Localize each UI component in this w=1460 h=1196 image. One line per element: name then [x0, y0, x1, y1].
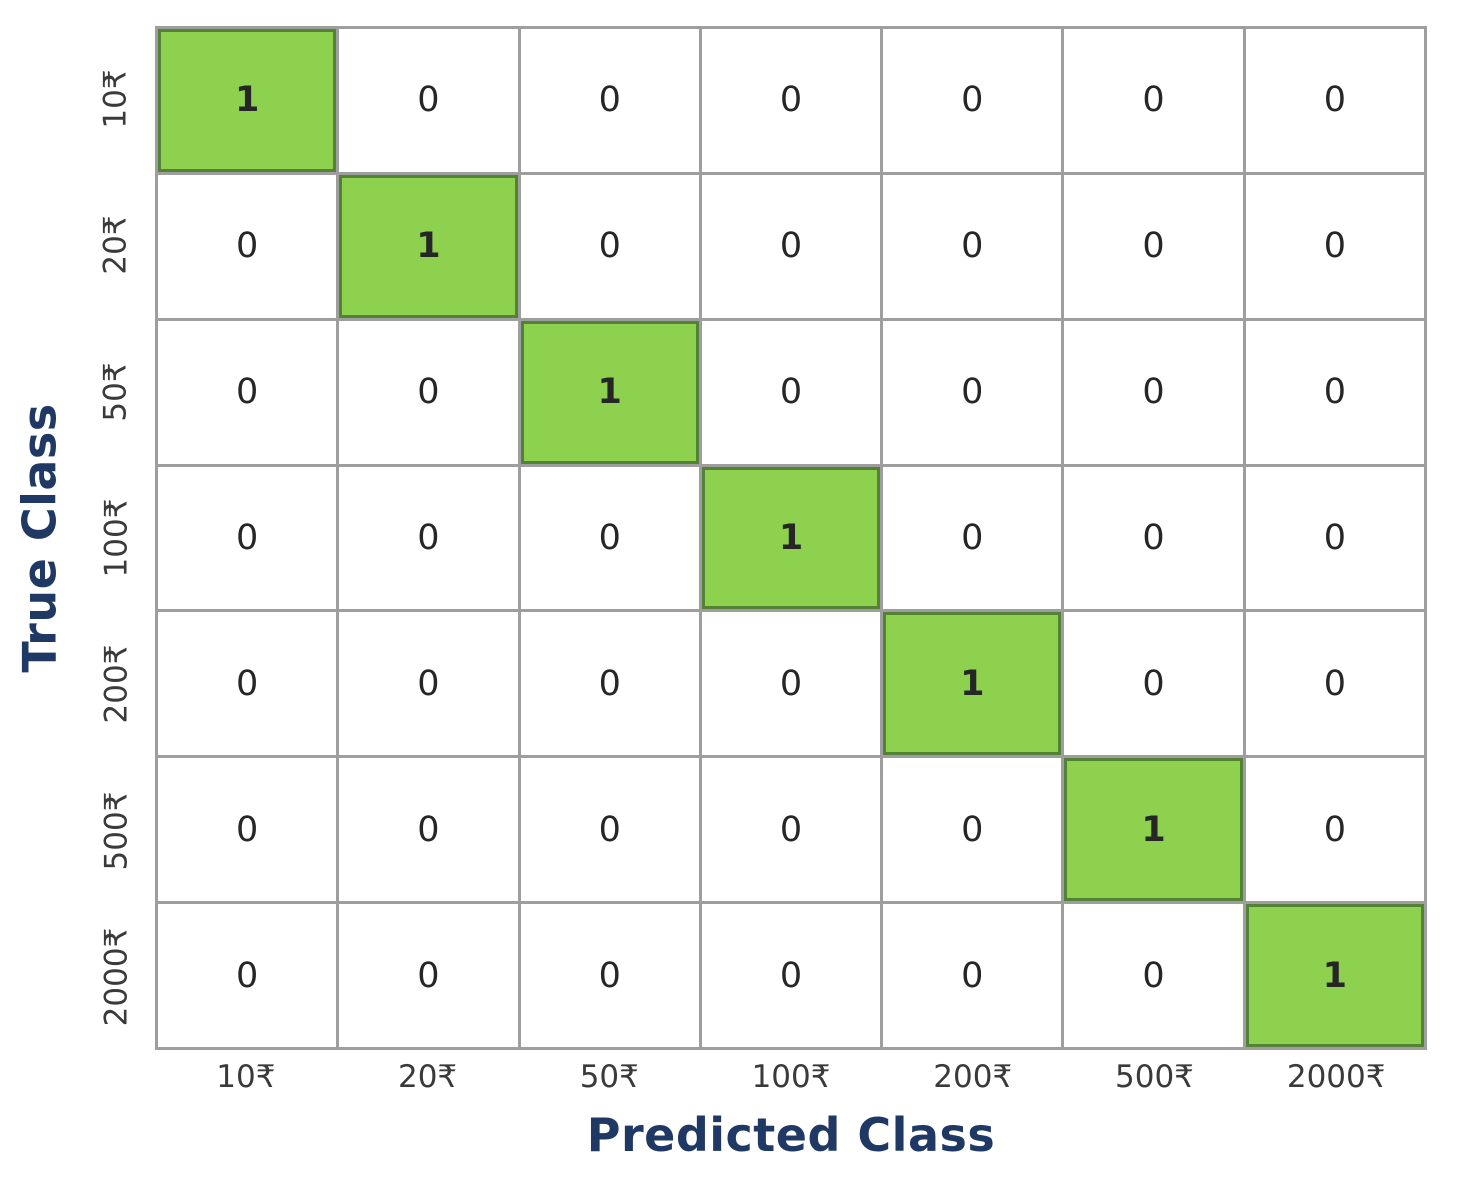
- matrix-cell-r4-c0: 0: [158, 612, 337, 756]
- matrix-cell-r5-c4: 0: [883, 758, 1062, 902]
- matrix-cell-r2-c5: 0: [1064, 320, 1243, 464]
- x-tick-label: 20₹: [397, 1059, 458, 1095]
- matrix-cell-r0-c6: 0: [1245, 29, 1424, 172]
- matrix-cell-r6-c0: 0: [158, 904, 337, 1047]
- matrix-cell-r4-c4: 1: [883, 612, 1062, 756]
- x-tick-label: 50₹: [579, 1059, 639, 1095]
- y-tick-slot: 10₹: [80, 26, 152, 172]
- y-tick-label: 20₹: [97, 215, 134, 276]
- matrix-cell-r3-c2: 0: [520, 466, 699, 610]
- y-tick-slot: 20₹: [80, 172, 152, 318]
- matrix-cell-r6-c4: 0: [883, 904, 1062, 1047]
- matrix-cell-r4-c2: 0: [520, 612, 699, 756]
- matrix-cell-r6-c5: 0: [1064, 904, 1243, 1047]
- matrix-cell-r1-c6: 0: [1245, 174, 1424, 318]
- matrix-cell-r3-c1: 0: [339, 466, 518, 610]
- y-tick-label: 200₹: [98, 644, 134, 724]
- matrix-cell-r2-c2: 1: [520, 320, 699, 464]
- y-tick-label: 10₹: [97, 69, 134, 129]
- matrix-cell-r5-c1: 0: [339, 758, 518, 902]
- matrix-cell-r5-c3: 0: [701, 758, 881, 902]
- y-tick-slot: 50₹: [80, 319, 152, 465]
- matrix-cell-r3-c3: 1: [701, 466, 881, 610]
- y-tick-slot: 500₹: [80, 757, 152, 903]
- x-tick-label: 2000₹: [1286, 1059, 1386, 1095]
- matrix-cell-r4-c1: 0: [339, 612, 518, 756]
- x-axis-title: Predicted Class: [586, 1108, 996, 1162]
- matrix-cell-r2-c4: 0: [883, 320, 1062, 464]
- y-tick-slot: 200₹: [80, 611, 152, 757]
- matrix-cell-r3-c4: 0: [883, 466, 1062, 610]
- x-tick-label: 200₹: [933, 1059, 1013, 1095]
- matrix-cell-r0-c3: 0: [701, 29, 881, 172]
- matrix-cell-r1-c5: 0: [1064, 174, 1243, 318]
- matrix-cell-r1-c4: 0: [883, 174, 1062, 318]
- x-tick-label: 500₹: [1115, 1059, 1194, 1095]
- matrix-cell-r1-c2: 0: [520, 174, 699, 318]
- x-axis-title-container: Predicted Class: [155, 1108, 1427, 1162]
- y-tick-label: 100₹: [98, 498, 134, 578]
- matrix-cell-r5-c2: 0: [520, 758, 699, 902]
- matrix-cell-r6-c6: 1: [1245, 904, 1424, 1047]
- matrix-cell-r3-c6: 0: [1245, 466, 1424, 610]
- matrix-cell-r0-c5: 0: [1064, 29, 1243, 172]
- x-tick-label: 100₹: [751, 1059, 831, 1095]
- y-axis-title-container: True Class: [0, 26, 80, 1050]
- matrix-cell-r2-c0: 0: [158, 320, 337, 464]
- matrix-cell-r6-c3: 0: [701, 904, 881, 1047]
- matrix-cell-r0-c4: 0: [883, 29, 1062, 172]
- matrix-cell-r0-c1: 0: [339, 29, 518, 172]
- matrix-cell-r2-c6: 0: [1245, 320, 1424, 464]
- y-tick-slot: 100₹: [80, 465, 152, 611]
- y-axis-tick-labels: 10₹ 20₹ 50₹ 100₹ 200₹ 500₹ 2000₹: [80, 26, 152, 1050]
- matrix-cell-r0-c0: 1: [158, 29, 337, 172]
- matrix-cell-r5-c5: 1: [1064, 758, 1243, 902]
- matrix-cell-r3-c0: 0: [158, 466, 337, 610]
- matrix-cell-r6-c1: 0: [339, 904, 518, 1047]
- matrix-cell-r4-c3: 0: [701, 612, 881, 756]
- matrix-cell-r5-c0: 0: [158, 758, 337, 902]
- y-tick-label: 2000₹: [98, 927, 134, 1027]
- matrix-cell-r2-c3: 0: [701, 320, 881, 464]
- y-tick-slot: 2000₹: [80, 904, 152, 1050]
- matrix-cell-r3-c5: 0: [1064, 466, 1243, 610]
- y-tick-label: 50₹: [97, 362, 134, 422]
- matrix-cell-r1-c3: 0: [701, 174, 881, 318]
- y-axis-title: True Class: [13, 403, 67, 673]
- matrix-cell-r4-c5: 0: [1064, 612, 1243, 756]
- matrix-cell-r6-c2: 0: [520, 904, 699, 1047]
- matrix-cell-r0-c2: 0: [520, 29, 699, 172]
- matrix-cell-r5-c6: 0: [1245, 758, 1424, 902]
- matrix-cell-r2-c1: 0: [339, 320, 518, 464]
- matrix-cell-r1-c0: 0: [158, 174, 337, 318]
- x-tick-label: 10₹: [216, 1059, 276, 1095]
- y-tick-label: 500₹: [98, 791, 134, 870]
- matrix-cell-r4-c6: 0: [1245, 612, 1424, 756]
- x-axis-tick-labels: 10₹ 20₹ 50₹ 100₹ 200₹ 500₹ 2000₹: [155, 1054, 1427, 1100]
- matrix-cell-r1-c1: 1: [339, 174, 518, 318]
